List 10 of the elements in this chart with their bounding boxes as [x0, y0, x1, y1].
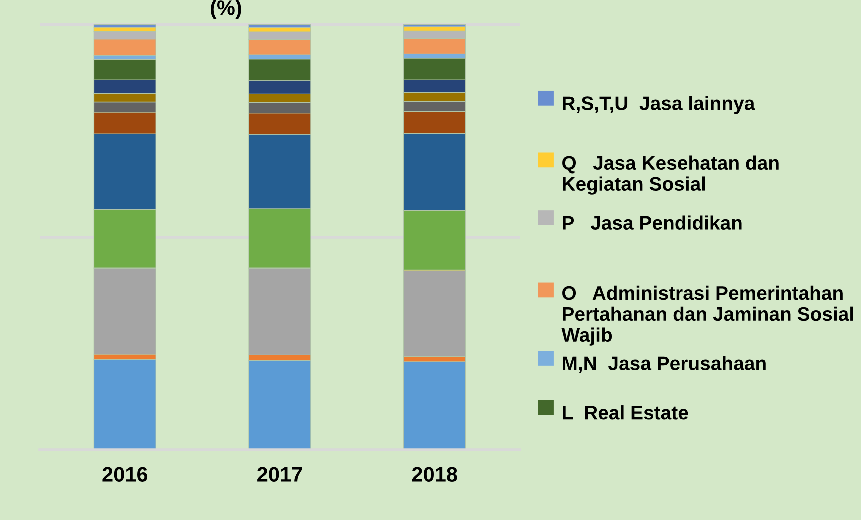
chart-title: (%) — [211, 0, 242, 20]
x-tick-label: 2018 — [412, 467, 458, 482]
x-tick-label: 2016 — [102, 467, 148, 482]
legend-label: L Real Estate — [563, 406, 688, 420]
legend-label: P Jasa Pendidikan — [563, 216, 742, 230]
legend-label: O Administrasi Pemerintahan Pertahanan dan Jaminan Sosial Wajib — [562, 286, 854, 346]
x-tick-label: 2017 — [258, 467, 302, 482]
legend-label: Q Jasa Kesehatan dan Kegiatan Sosial — [562, 156, 779, 195]
legend-label: M,N Jasa Perusahaan — [563, 356, 766, 374]
legend-label: R,S,T,U Jasa lainnya — [563, 96, 756, 114]
